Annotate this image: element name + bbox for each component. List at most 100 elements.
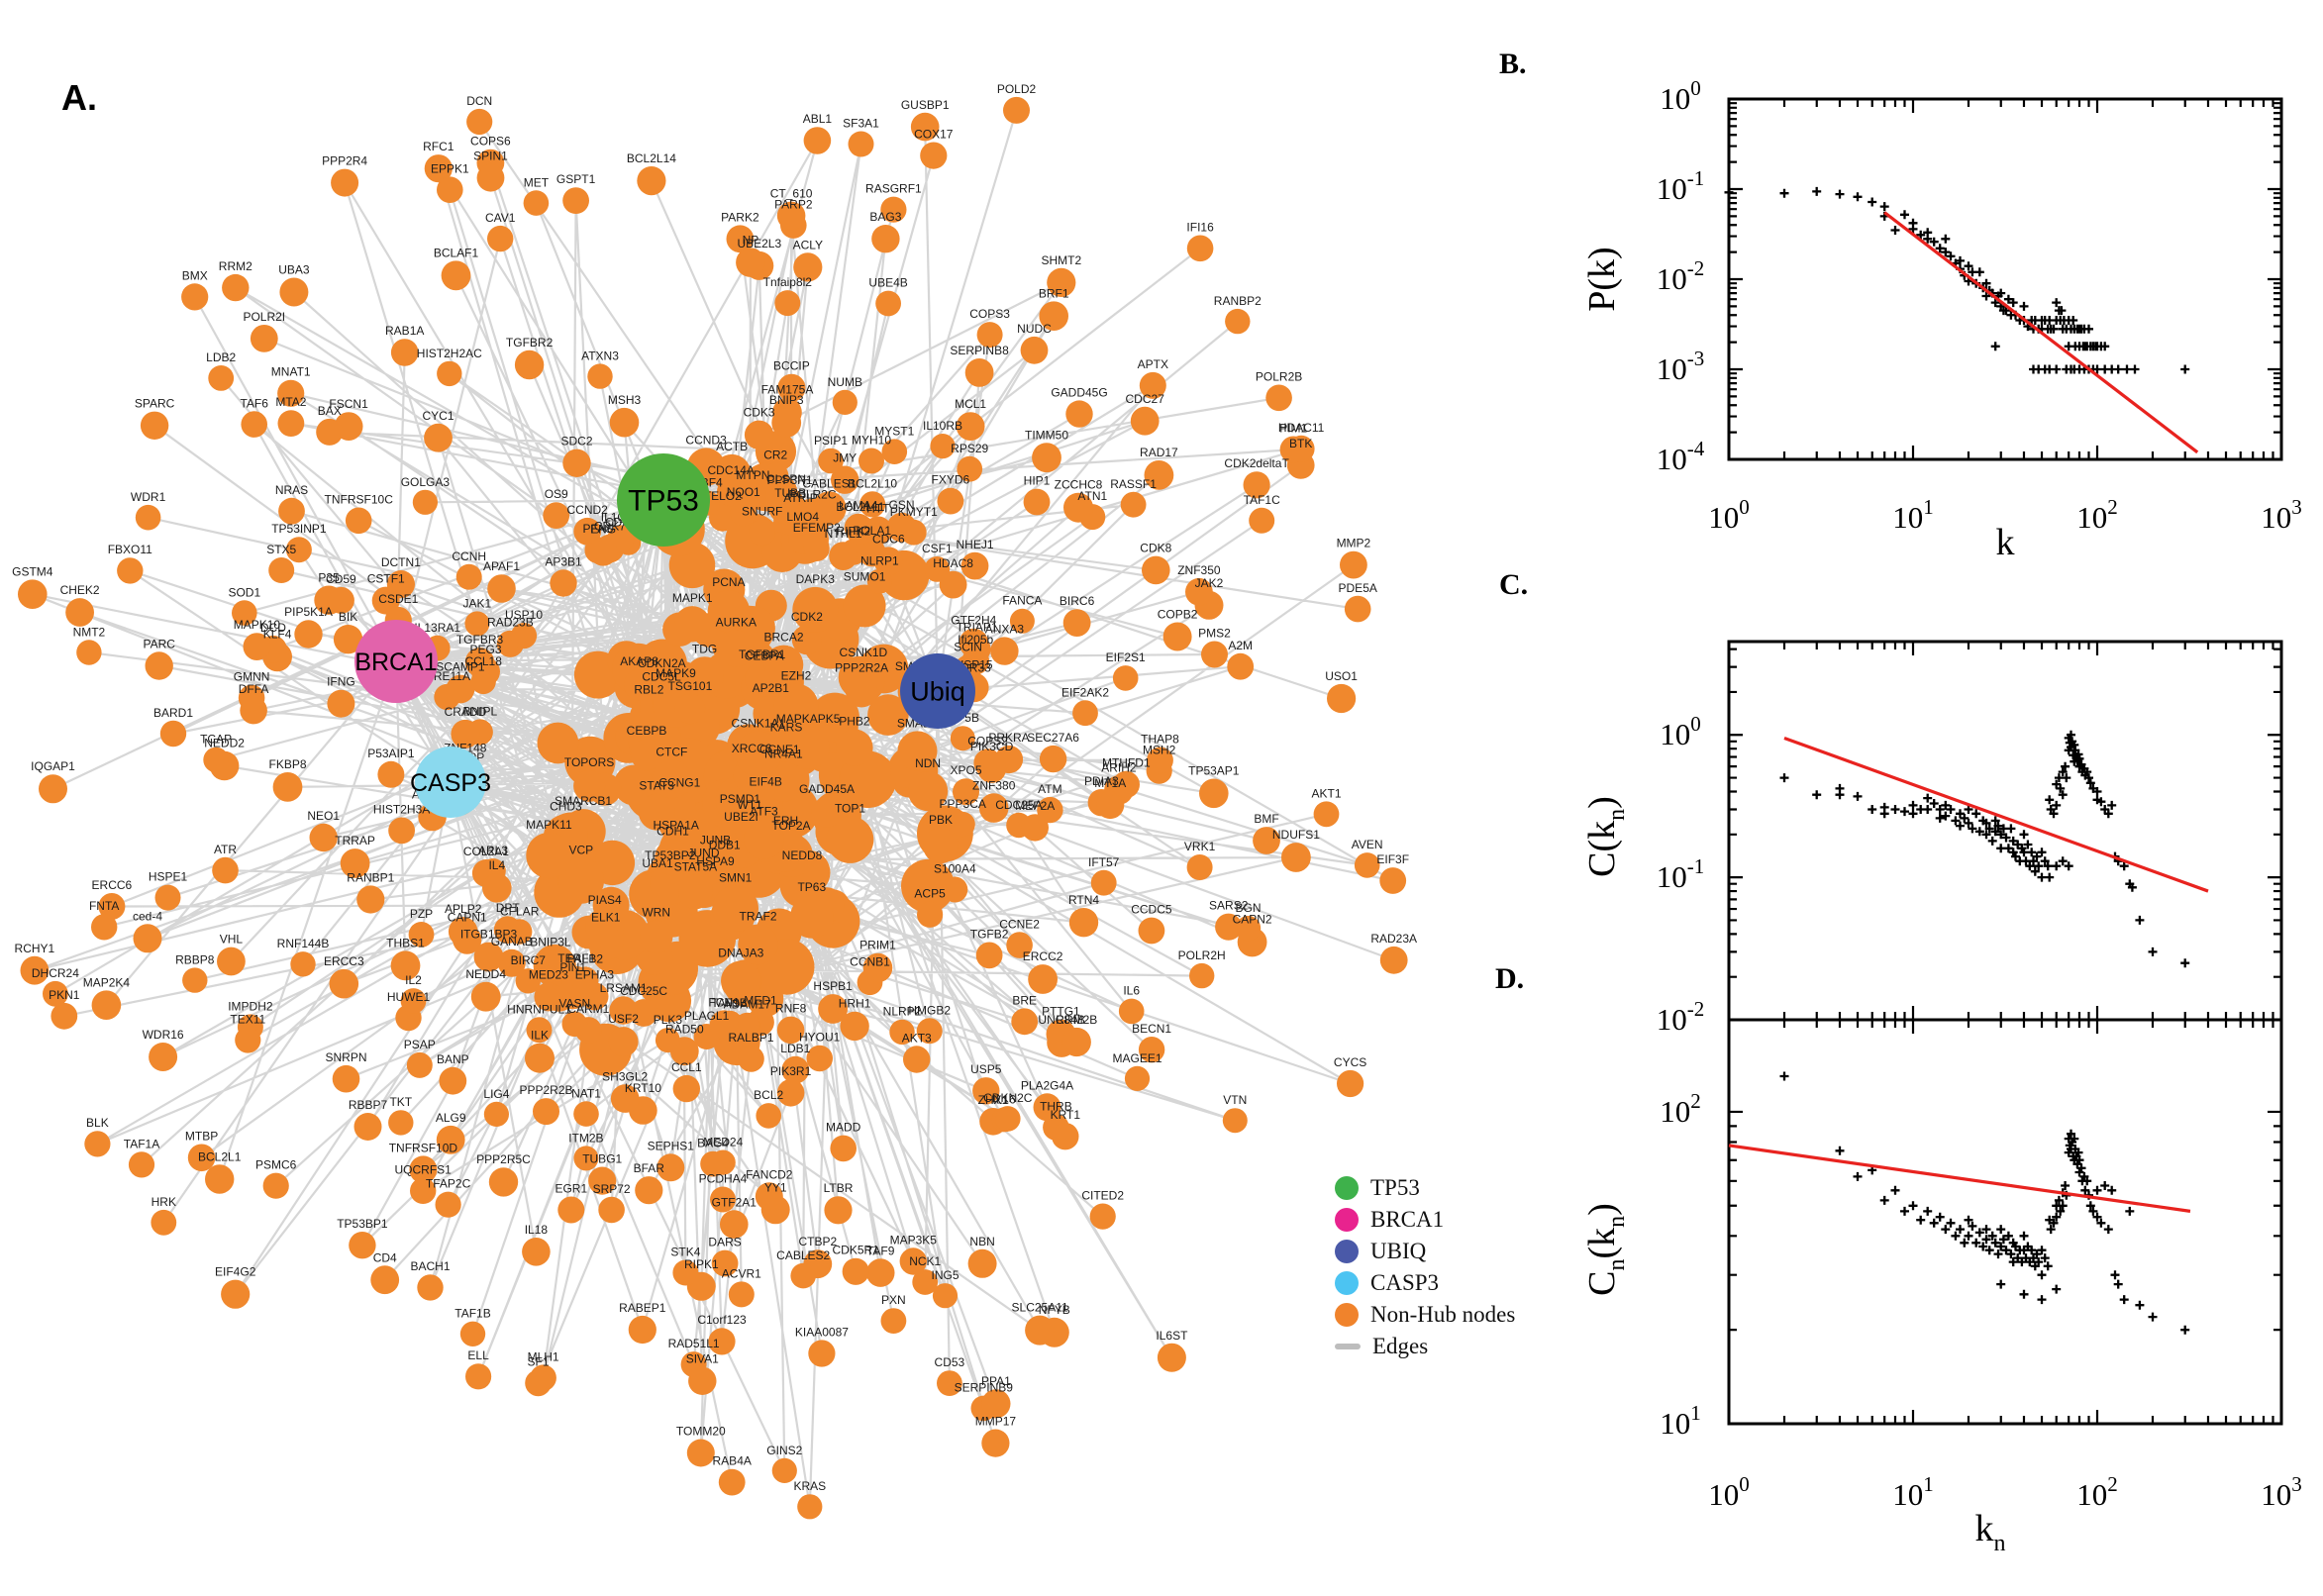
network-node [720,1210,749,1239]
network-node [716,477,746,507]
network-node-label: BMF [1254,812,1278,826]
network-node [776,201,806,231]
network-node-label: CD53 [935,1355,965,1369]
network-node-label: HIST2H2AC [417,347,482,360]
network-node [354,1113,382,1141]
network-node-label: NDN [915,756,941,770]
network-node [900,519,927,546]
network-hub-nodes: TP53 BRCA1 Ubiq CASP3 [354,453,975,818]
network-node-label: TRRAP [335,834,375,848]
network-node [818,994,848,1024]
network-node-label: UBE4B [868,276,907,290]
network-node-label: HSPB1 [813,979,853,993]
network-node-label: BFAR [634,1161,665,1175]
network-node-label: CDH1 [656,825,689,839]
network-node-label: EIF3F [1376,852,1409,866]
network-node-label: NMT2 [73,625,106,639]
network-node-label: MTHFD1 [1102,756,1151,770]
network-node-label: MAPK11 [526,818,572,832]
network-node [466,108,493,136]
nonhub-node-icon [1335,1303,1359,1327]
network-node-label: TCAP [200,733,232,747]
network-node-label: CCNH [452,549,486,563]
network-node [1225,308,1251,335]
network-node [610,1084,640,1113]
network-node [1189,962,1215,989]
network-node-label: PPA1 [981,1374,1011,1388]
network-node-label: ATN1 [1077,489,1107,503]
network-node [685,656,724,696]
network-node-label: PARC [143,637,175,650]
network-node [672,1259,699,1286]
network-node [557,1196,585,1224]
network-node-label: RNF8 [775,1002,807,1016]
network-node-label: UBA1 [642,856,673,870]
network-node [1186,854,1213,880]
network-node [510,623,538,649]
network-node-label: CLSPN [766,472,806,486]
network-node [437,360,462,387]
network-node-label: HUWE1 [387,990,431,1004]
network-node-label: MADD [826,1121,861,1135]
scatter-points [1779,730,2190,968]
network-node [243,633,271,660]
network-node-label: ZNF350 [1177,563,1221,577]
network-node-label: EPPK1 [431,162,469,176]
network-node-label: POLA1 [853,524,891,538]
network-node [1253,827,1280,854]
network-node-label: DAPK3 [796,572,836,586]
network-node-label: NLRP1 [860,554,899,568]
network-node [277,410,305,437]
network-node-label: CDK3 [744,406,775,420]
network-node [709,1010,739,1039]
network-node-label: GADD45G [1051,385,1107,399]
network-node [543,502,570,529]
network-node [826,816,874,863]
axis-tick-label: 101 [1892,1472,1934,1512]
network-node [967,1248,997,1278]
network-node-label: PIK3R1 [770,1064,812,1078]
network-node-label: NR4A1 [764,748,803,761]
network-node-label: OS9 [545,487,568,501]
network-node [473,942,504,972]
network-node-label: THBS1 [386,936,425,949]
network-node-label: TP53BP2 [645,848,696,862]
network-node [1011,1008,1039,1036]
network-node [865,1258,895,1287]
hub-node-tp53 [617,453,710,547]
network-node-label: CDC5L [642,670,681,684]
network-node-label: RAD23B [487,616,534,630]
casp3-node-icon [1335,1271,1359,1295]
network-node-label: CCND2 [567,503,609,517]
network-node [437,176,463,203]
fit-line [1783,736,2209,893]
network-node [836,729,873,766]
network-node-label: IL6ST [1156,1329,1188,1343]
network-node-label: TAF9 [866,1244,895,1257]
network-node-label: CCNE2 [999,917,1040,931]
network-node-label: FCN1 [708,995,740,1009]
network-node [848,131,874,157]
network-node [526,832,572,879]
network-node [451,719,480,748]
network-node [953,778,979,806]
network-node-label: STX5 [266,543,296,556]
network-node-label: TGFBR2 [506,336,554,349]
network-node [674,693,706,725]
network-node [587,363,613,389]
network-node-label: PXN [881,1293,906,1307]
network-node-label: KIAA0087 [795,1325,849,1339]
network-node-label: SEPHS1 [648,1139,695,1152]
network-node [557,857,604,904]
axis-ticks [1727,97,2283,461]
network-node [149,1043,178,1071]
network-node [1142,555,1170,585]
network-node [912,1269,939,1295]
network-node-label: CDK2deltaT [1224,456,1289,470]
axis-tick-label: 10-2 [1657,997,1705,1037]
network-node [990,637,1019,665]
network-node [98,893,126,920]
network-node-label: BIRC7 [511,953,547,967]
network-node-label: EIF2AK2 [1061,685,1109,699]
